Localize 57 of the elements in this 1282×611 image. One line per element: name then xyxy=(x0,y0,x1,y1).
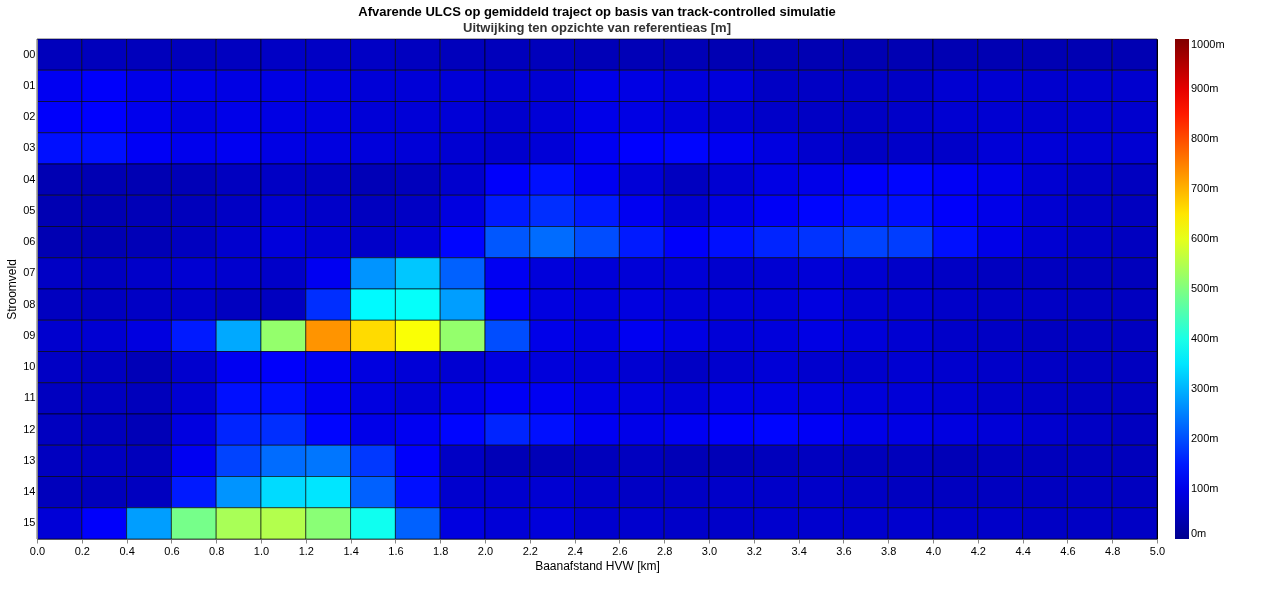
x-tick-label: 3.2 xyxy=(746,544,762,557)
color-bar-label: 200m xyxy=(1191,432,1219,444)
y-tick-label: 05 xyxy=(23,203,36,216)
y-tick-label: 08 xyxy=(23,297,36,310)
y-tick-label: 12 xyxy=(23,422,36,435)
x-tick-label: 4.8 xyxy=(1105,544,1121,557)
x-tick-label: 2.0 xyxy=(477,544,494,557)
x-tick-label: 3.4 xyxy=(791,544,807,557)
x-tick-label: 1.4 xyxy=(343,544,359,557)
y-tick-label: 03 xyxy=(23,141,36,154)
color-bar-label: 1000m xyxy=(1191,38,1225,50)
x-tick-label: 2.4 xyxy=(567,544,583,557)
y-tick-label: 02 xyxy=(23,110,36,123)
x-tick-label: 1.6 xyxy=(388,544,404,557)
color-bar-label: 600m xyxy=(1191,232,1219,244)
x-tick-label: 4.2 xyxy=(970,544,986,557)
x-tick-label: 1.0 xyxy=(253,544,270,557)
x-tick-label: 5.0 xyxy=(1149,544,1166,557)
x-tick-label: 3.8 xyxy=(881,544,897,557)
x-tick-label: 0.4 xyxy=(119,544,135,557)
y-tick-label: 01 xyxy=(23,78,36,91)
y-tick-label: 14 xyxy=(23,485,36,498)
x-tick-label: 1.2 xyxy=(298,544,314,557)
x-tick-label: 3.6 xyxy=(836,544,852,557)
color-bar-label: 900m xyxy=(1191,82,1219,94)
x-tick-label: 0.2 xyxy=(74,544,90,557)
color-bar-label: 400m xyxy=(1191,332,1219,344)
y-tick-label: 00 xyxy=(23,47,36,60)
x-tick-label: 2.8 xyxy=(657,544,673,557)
x-tick-label: 3.0 xyxy=(701,544,718,557)
x-tick-label: 4.4 xyxy=(1015,544,1031,557)
chart-subtitle: Uitwijking ten opzichte van referentieas [m] xyxy=(463,19,731,35)
x-tick-label: 2.6 xyxy=(612,544,628,557)
color-bar-label: 300m xyxy=(1191,382,1219,394)
color-bar-label: 800m xyxy=(1191,132,1219,144)
y-tick-label: 04 xyxy=(23,172,36,185)
x-tick-label: 0.8 xyxy=(209,544,225,557)
y-tick-label: 09 xyxy=(23,328,36,341)
x-tick-label: 2.2 xyxy=(522,544,538,557)
x-tick-label: 0.6 xyxy=(164,544,180,557)
x-tick-label: 4.6 xyxy=(1060,544,1076,557)
y-tick-label: 06 xyxy=(23,235,36,248)
x-tick-label: 4.0 xyxy=(925,544,942,557)
color-bar-label: 700m xyxy=(1191,182,1219,194)
y-tick-label: 10 xyxy=(23,360,36,373)
x-axis-title: Baanafstand HVW [km] xyxy=(535,558,660,573)
chart-title: Afvarende ULCS op gemiddeld traject op basis van track-controlled simulatie xyxy=(358,3,836,19)
x-tick-label: 1.8 xyxy=(433,544,449,557)
y-tick-label: 15 xyxy=(23,516,36,529)
color-bar-label: 100m xyxy=(1191,482,1219,494)
x-tick-label: 0.0 xyxy=(29,544,46,557)
y-tick-label: 07 xyxy=(23,266,36,279)
color-bar-label: 0m xyxy=(1191,527,1207,539)
color-bar-label: 500m xyxy=(1191,282,1219,294)
y-tick-label: 13 xyxy=(23,453,36,466)
y-axis-title: Stroomveld xyxy=(5,259,20,320)
y-tick-label: 11 xyxy=(24,391,36,404)
